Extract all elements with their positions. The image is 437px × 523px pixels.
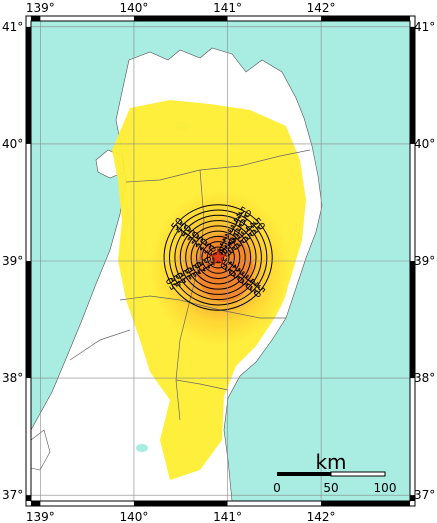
left-lat-tick-label: 38° xyxy=(2,371,23,385)
frame-bar xyxy=(31,16,41,21)
distance-contours xyxy=(163,204,273,311)
left-lat-tick-label: 41° xyxy=(2,20,23,34)
left-lat-tick-label: 40° xyxy=(2,137,23,151)
contour-50km xyxy=(163,204,273,311)
scale-label-50: 50 xyxy=(323,481,338,495)
contour-label-15: 15 xyxy=(197,256,213,273)
graticule xyxy=(31,21,410,501)
frame-bar xyxy=(133,501,228,506)
top-lon-tick-label: 141° xyxy=(213,1,242,15)
frame-bar xyxy=(26,495,31,501)
bottom-lon-tick-label: 139° xyxy=(26,510,55,523)
epicenter-star xyxy=(209,248,227,265)
bottom-lon-tick-label: 141° xyxy=(213,510,242,523)
contour-labels: 5555510101010101515151515202020202025252… xyxy=(165,205,267,299)
top-lon-tick-label: 142° xyxy=(307,1,336,15)
left-lat-tick-label: 39° xyxy=(2,254,23,268)
contour-label-45: 45 xyxy=(169,272,185,289)
right-lat-tick-label: 39° xyxy=(414,254,435,268)
contour-label-40: 40 xyxy=(174,270,190,287)
contour-40km xyxy=(174,214,262,301)
frame-bar xyxy=(321,501,410,506)
bottom-lon-tick-label: 142° xyxy=(307,510,336,523)
map-frame xyxy=(25,15,416,507)
top-lon-tick-label: 139° xyxy=(26,1,55,15)
scale-label-100: 100 xyxy=(374,481,397,495)
contour-10km xyxy=(206,246,230,269)
contour-label-35: 35 xyxy=(179,267,195,284)
right-lat-tick-label: 38° xyxy=(414,371,435,385)
scale-label-0: 0 xyxy=(273,481,281,495)
frame-bar xyxy=(26,261,31,379)
scale-bar: km 0 50 100 xyxy=(273,450,397,495)
contour-label-35: 35 xyxy=(228,219,245,235)
frame-bar xyxy=(410,495,415,501)
contour-25km xyxy=(190,230,246,285)
frame-bar xyxy=(26,26,31,144)
contour-label-30: 30 xyxy=(225,223,242,239)
frame-bar xyxy=(410,26,415,144)
contour-label-15: 15 xyxy=(217,237,234,253)
contour-20km xyxy=(196,235,241,280)
contour-label-20: 20 xyxy=(193,259,209,276)
contour-45km xyxy=(168,209,268,306)
prefecture-borders xyxy=(69,149,311,421)
top-lon-tick-label: 140° xyxy=(119,1,148,15)
right-lat-tick-label: 41° xyxy=(414,20,435,34)
scale-bar-segment xyxy=(330,471,386,477)
left-lat-tick-label: 37° xyxy=(2,488,23,502)
lake xyxy=(136,444,148,452)
right-lat-tick-label: 40° xyxy=(414,137,435,151)
contour-30km xyxy=(185,225,252,290)
frame-bar xyxy=(31,501,41,506)
right-lat-tick-label: 37° xyxy=(414,488,435,502)
contour-15km xyxy=(201,241,235,274)
scale-bar-segment xyxy=(277,472,331,476)
contour-label-50: 50 xyxy=(236,205,253,221)
contour-35km xyxy=(179,220,257,295)
bottom-lon-tick-label: 140° xyxy=(119,510,148,523)
contour-label-20: 20 xyxy=(220,233,237,249)
frame-bar xyxy=(410,261,415,379)
scale-bar-title: km xyxy=(315,450,346,474)
frame-bar xyxy=(133,16,228,21)
frame-bar xyxy=(321,16,410,21)
